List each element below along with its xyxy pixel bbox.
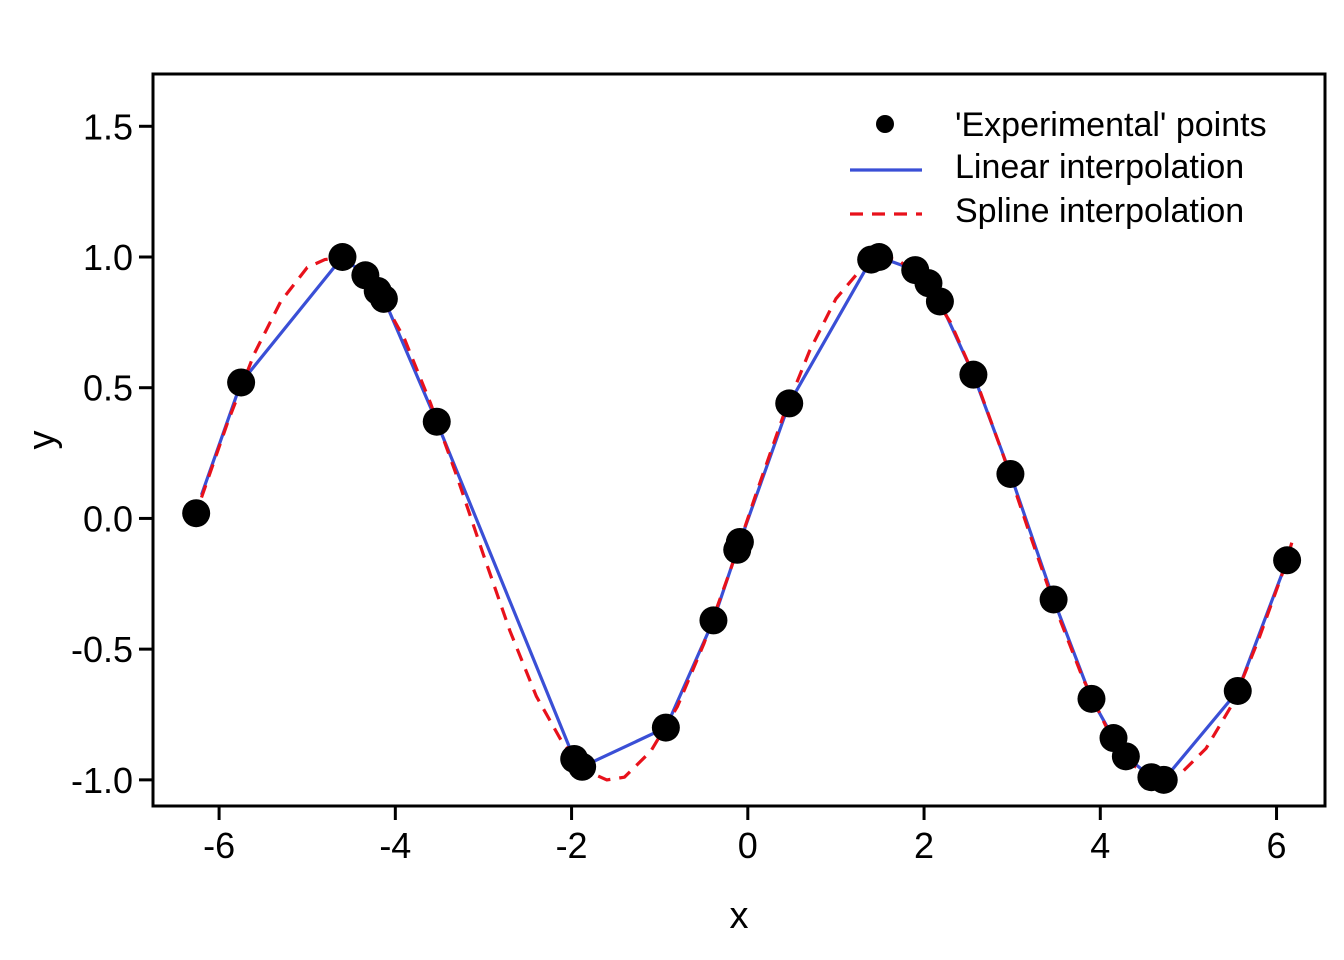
experimental-point [422, 407, 451, 436]
experimental-point [1039, 585, 1068, 614]
legend-marker-experimental [876, 115, 894, 133]
y-axis-label: y [21, 431, 63, 450]
legend-label: 'Experimental' points [955, 106, 1267, 144]
x-tick-label: -4 [379, 825, 411, 866]
experimental-point [1077, 684, 1106, 713]
x-tick-label: 0 [738, 825, 758, 866]
legend-label: Spline interpolation [955, 192, 1244, 230]
experimental-point [865, 243, 894, 271]
y-tick-label: -1.0 [71, 760, 133, 801]
x-tick-label: 6 [1267, 825, 1287, 866]
x-axis-label: x [730, 895, 749, 937]
axes: -6 -4 -2 0 2 4 6 -1.0 -0.5 0.0 0.5 1.0 1.5 [71, 106, 1287, 866]
plot-area [182, 243, 1302, 794]
experimental-point [328, 243, 357, 271]
x-tick-label: 4 [1090, 825, 1110, 866]
experimental-point [1149, 765, 1178, 794]
x-tick-label: 2 [914, 825, 934, 866]
y-tick-label: 0.5 [83, 368, 133, 409]
experimental-point [996, 459, 1025, 488]
experimental-point [1273, 546, 1302, 575]
experimental-point [227, 368, 256, 397]
y-tick-label: 0.0 [83, 498, 133, 539]
experimental-point [1223, 676, 1252, 705]
experimental-point [369, 284, 398, 313]
y-tick-label: -0.5 [71, 629, 133, 670]
experimental-point [651, 713, 680, 742]
experimental-point [925, 287, 954, 316]
y-tick-label: 1.5 [83, 106, 133, 147]
experimental-point [725, 527, 754, 556]
experimental-point [182, 499, 211, 528]
y-tick-label: 1.0 [83, 237, 133, 278]
experimental-point [959, 360, 988, 389]
experimental-point [699, 606, 728, 635]
plot-frame [151, 72, 1327, 808]
legend-label: Linear interpolation [955, 148, 1244, 186]
x-tick-label: -2 [556, 825, 588, 866]
experimental-point [775, 389, 804, 418]
x-tick-label: -6 [203, 825, 235, 866]
experimental-point [1111, 742, 1140, 771]
legend: 'Experimental' points Linear interpolatio… [850, 106, 1267, 230]
experimental-point [568, 752, 597, 781]
